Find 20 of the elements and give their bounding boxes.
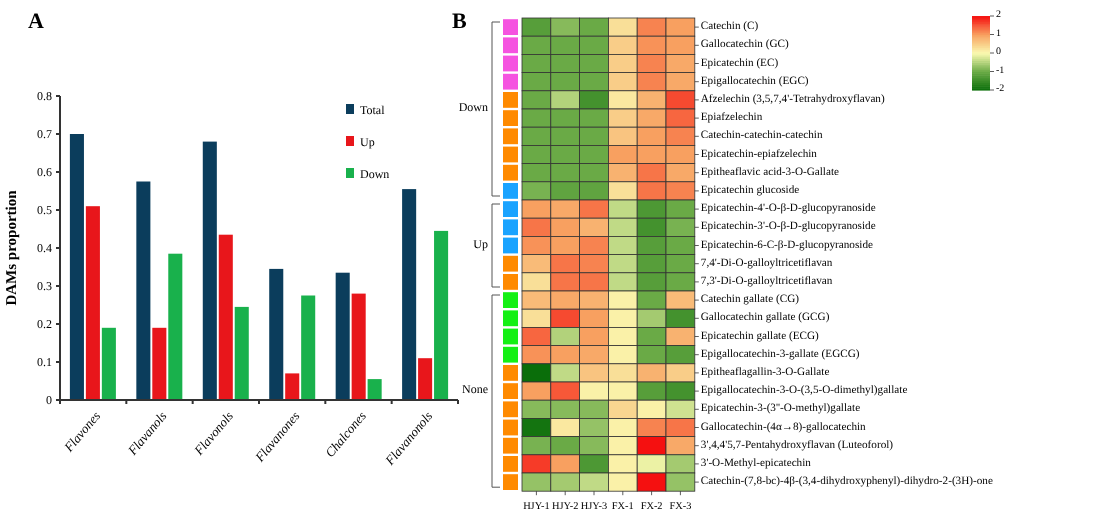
bar — [402, 189, 417, 400]
bar — [202, 141, 217, 400]
bar — [301, 295, 316, 400]
bar — [69, 134, 84, 400]
bar — [269, 268, 284, 400]
chart-title: A — [28, 10, 44, 34]
chart-title: B — [452, 10, 468, 34]
bar — [335, 272, 350, 400]
bar — [234, 306, 249, 400]
bar — [218, 234, 233, 400]
bar — [101, 327, 116, 400]
bar — [367, 379, 382, 400]
bar — [136, 181, 151, 400]
bar — [418, 358, 433, 400]
bar — [152, 327, 167, 400]
bar — [85, 206, 100, 400]
bar — [351, 293, 366, 400]
bar — [168, 253, 183, 400]
bar — [285, 373, 300, 400]
bar — [434, 230, 449, 400]
